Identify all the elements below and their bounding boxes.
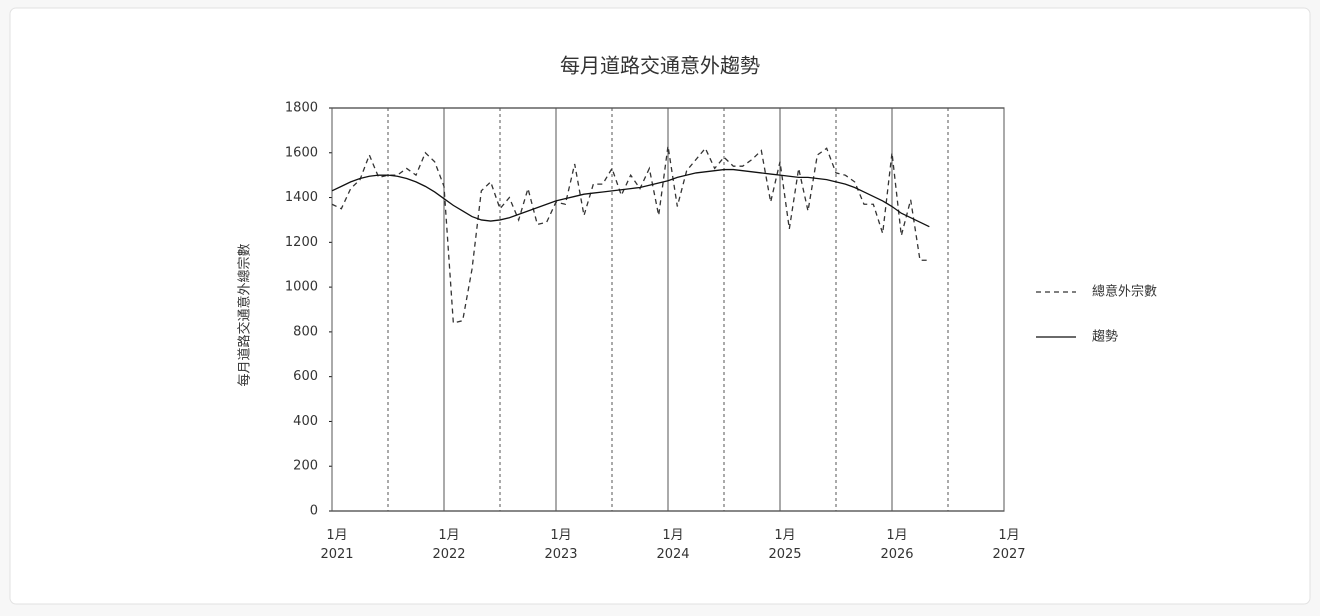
y-tick-label: 1600 [285,145,318,160]
x-tick-label: 1月 2025 [768,528,801,562]
y-tick-label: 800 [293,324,318,339]
x-tick-label: 1月 2024 [656,528,689,562]
y-tick-label: 1400 [285,190,318,205]
y-tick-label: 1800 [285,101,318,116]
y-tick-label: 1200 [285,235,318,250]
legend-label: 總意外宗數 [1092,284,1157,300]
legend-label: 趨勢 [1092,330,1118,345]
chart-title: 每月道路交通意外趨勢 [560,54,760,78]
y-tick-label: 0 [310,504,318,519]
x-tick-label: 1月 2023 [544,528,577,562]
y-axis-label: 每月道路交通意外總宗數 [237,243,253,386]
y-tick-label: 1000 [285,280,318,295]
y-tick-label: 400 [293,414,318,429]
series-line [331,145,930,324]
y-tick-label: 600 [293,369,318,384]
x-tick-label: 1月 2021 [320,528,353,562]
x-tick-label: 1月 2022 [432,528,465,562]
x-tick-label: 1月 2026 [880,528,913,562]
y-tick-label: 200 [293,459,318,474]
card [9,7,1311,605]
x-tick-label: 1月 2027 [992,528,1025,562]
series-line [331,168,930,228]
